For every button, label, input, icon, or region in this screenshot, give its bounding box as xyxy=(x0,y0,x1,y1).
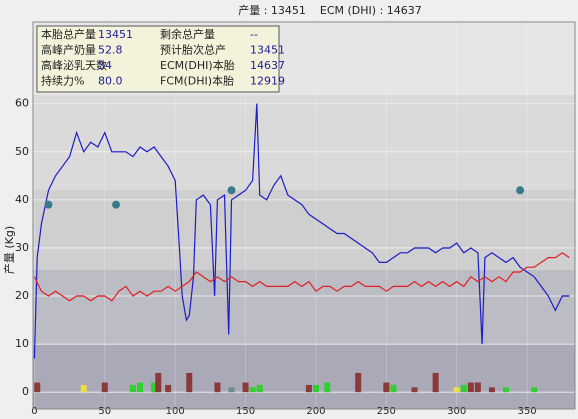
x-tick-label: 250 xyxy=(377,406,396,417)
bar xyxy=(151,382,158,393)
info-label: 持续力% xyxy=(41,74,84,88)
test-point xyxy=(44,200,53,209)
info-label: 剩余总产量 xyxy=(160,27,215,41)
bar xyxy=(411,387,418,393)
info-value: 14637 xyxy=(250,59,285,72)
y-tick-label: 20 xyxy=(15,289,29,302)
info-value: 13451 xyxy=(98,28,133,41)
bar xyxy=(390,384,397,393)
y-tick-label: 60 xyxy=(15,97,29,110)
info-box-frame xyxy=(36,25,280,93)
bar xyxy=(242,382,249,393)
y-axis-label: 产量 (Kg) xyxy=(2,226,16,274)
info-value: 34 xyxy=(98,59,112,72)
band xyxy=(33,345,575,409)
info-value: 80.0 xyxy=(98,75,123,88)
bar xyxy=(460,384,467,393)
bar xyxy=(136,382,143,393)
y-tick-label: 40 xyxy=(15,193,29,206)
info-value: 13451 xyxy=(250,44,285,57)
bar xyxy=(129,384,136,393)
bar xyxy=(453,387,460,393)
x-tick-label: 200 xyxy=(306,406,325,417)
plot-frame xyxy=(32,21,576,410)
bar xyxy=(165,384,172,393)
info-label: ECM(DHI)本胎 xyxy=(160,58,235,72)
bar xyxy=(355,372,362,393)
test-point xyxy=(227,186,236,195)
bar xyxy=(432,372,439,393)
x-tick-label: 300 xyxy=(447,406,466,417)
bar xyxy=(488,387,495,393)
y-tick-label: 30 xyxy=(15,241,29,254)
bar xyxy=(256,384,263,393)
x-tick-label: 50 xyxy=(98,406,111,417)
bar xyxy=(186,372,193,393)
bar xyxy=(228,387,235,393)
bar xyxy=(214,382,221,393)
info-value: 12919 xyxy=(250,75,285,88)
bar xyxy=(305,384,312,393)
bar xyxy=(324,382,331,393)
x-tick-label: 350 xyxy=(518,406,537,417)
info-box: 本胎总产量 13451 剩余总产量 --高峰产奶量 52.8 预计胎次总产 13451高峰泌… xyxy=(36,25,285,93)
x-tick-label: 100 xyxy=(166,406,185,417)
line xyxy=(33,252,570,302)
bar xyxy=(312,384,319,393)
bar xyxy=(474,382,481,393)
chart-title: 产量 : 13451 ECM (DHI) : 14637 xyxy=(238,3,422,17)
bar xyxy=(34,382,41,393)
y-tick-label: 0 xyxy=(22,385,29,398)
bar xyxy=(531,387,538,393)
info-label: 高峰产奶量 xyxy=(41,43,96,57)
bar xyxy=(249,387,256,393)
y-tick-label: 10 xyxy=(15,337,29,350)
info-label: FCM(DHI)本胎 xyxy=(160,74,234,88)
bar xyxy=(383,382,390,393)
x-tick-label: 0 xyxy=(31,406,37,417)
info-label: 预计胎次总产 xyxy=(160,43,226,57)
line xyxy=(33,103,570,359)
bar xyxy=(503,387,510,393)
info-label: 本胎总产量 xyxy=(41,27,96,41)
x-tick-label: 150 xyxy=(236,406,255,417)
test-point xyxy=(112,200,121,209)
bar xyxy=(467,382,474,393)
bar xyxy=(101,382,108,393)
bar xyxy=(155,372,162,393)
band xyxy=(33,270,575,345)
band xyxy=(33,190,575,270)
band xyxy=(33,95,575,190)
info-label: 高峰泌乳天数 xyxy=(41,58,107,72)
info-value: 52.8 xyxy=(98,44,123,57)
test-point xyxy=(516,186,525,195)
bar xyxy=(80,384,87,393)
info-value: -- xyxy=(250,28,258,41)
y-tick-label: 50 xyxy=(15,145,29,158)
